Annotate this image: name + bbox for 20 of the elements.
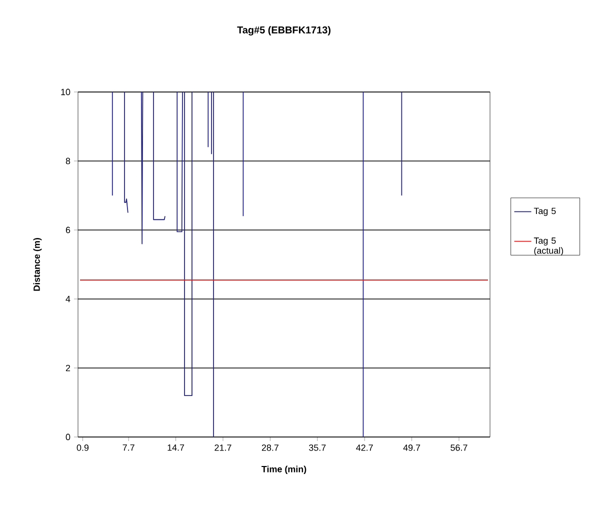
x-tick-label: 42.7	[356, 444, 373, 451]
x-tick-label: 14.7	[168, 444, 184, 451]
x-tick-label: 21.7	[214, 444, 232, 451]
x-tick-label: 49.7	[403, 444, 420, 451]
y-tick-label: 10	[61, 88, 70, 96]
y-tick-label: 2	[66, 364, 70, 372]
y-tick-label: 8	[66, 158, 70, 164]
legend-label: Tag 5 (actual)	[534, 238, 564, 256]
x-tick-label: 28.7	[262, 444, 278, 451]
x-tick-label: 0.9	[76, 444, 89, 451]
legend-label: Tag 5	[534, 208, 556, 216]
y-tick-label: 4	[66, 296, 70, 302]
x-tick-label: 56.7	[450, 444, 468, 451]
chart-title: Tag#5 (EBBFK1713)	[237, 26, 330, 36]
y-tick-label: 6	[66, 226, 70, 234]
x-tick-label: 35.7	[309, 444, 326, 451]
y-axis-title: Distance (m)	[33, 238, 42, 291]
y-tick-label: 0	[66, 434, 70, 440]
x-axis-title: Time (min)	[262, 466, 306, 474]
x-tick-label: 7.7	[122, 444, 134, 451]
